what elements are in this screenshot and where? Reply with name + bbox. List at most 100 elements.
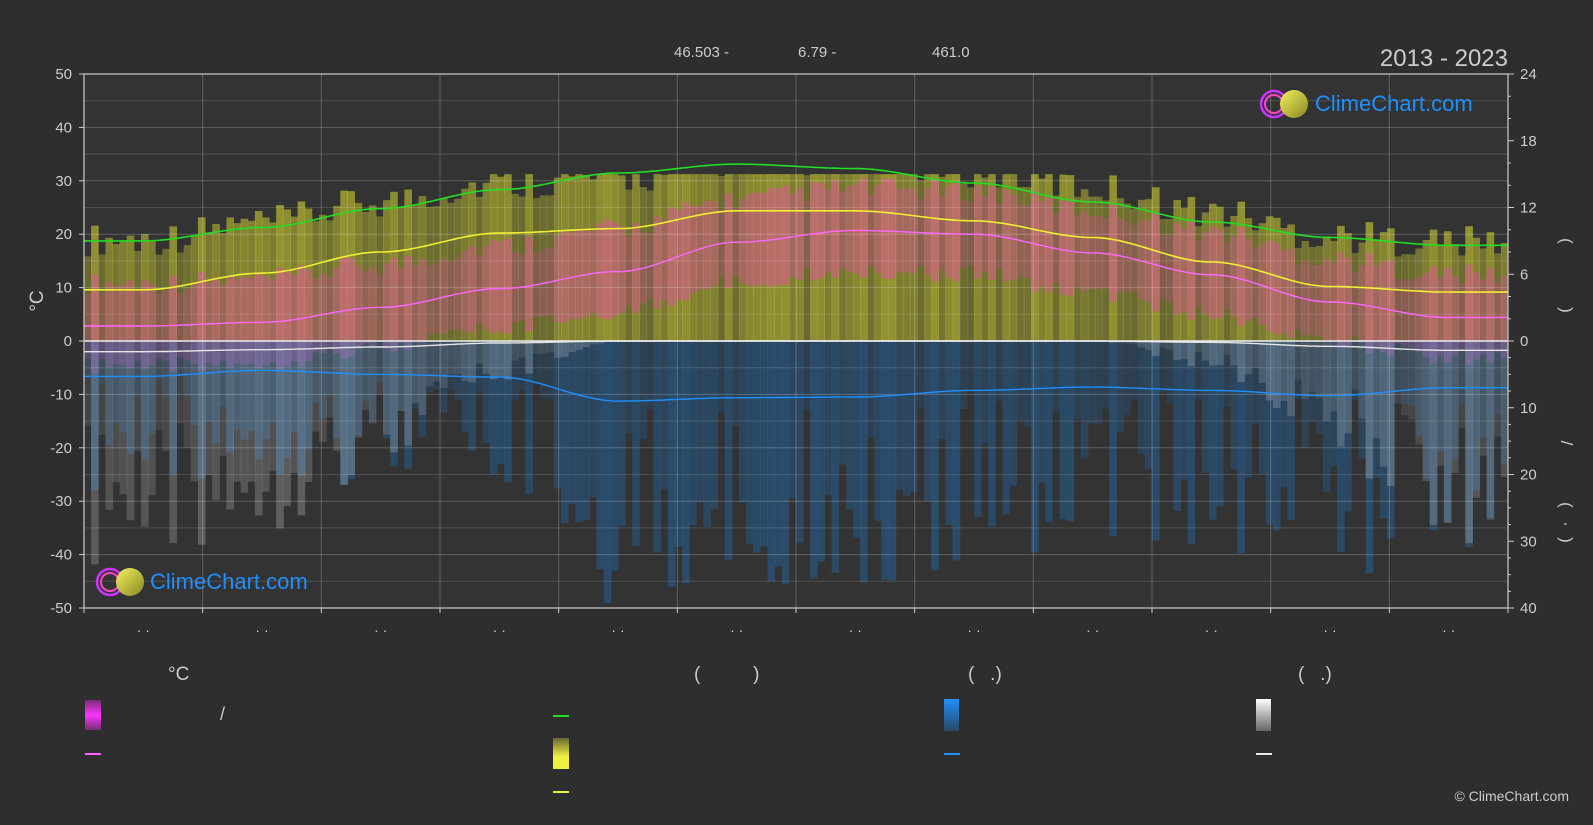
rain-bar	[1223, 341, 1231, 407]
snow-bar	[254, 341, 263, 516]
snow-bar	[84, 341, 92, 427]
sunshine-bar	[1209, 203, 1217, 341]
rain-bar	[1315, 341, 1324, 434]
sunshine-bar	[347, 191, 355, 341]
rain-bar	[1144, 341, 1153, 469]
y-tick-label: -20	[50, 440, 72, 457]
y2-axis-label-fragment: )	[1557, 307, 1576, 313]
temp-range-bar	[1216, 228, 1224, 318]
temp-range-bar	[689, 205, 697, 294]
sunshine-bar	[881, 174, 889, 341]
rain-bar	[482, 341, 491, 444]
temp-range-bar	[553, 235, 562, 322]
temp-range-bar	[489, 240, 498, 334]
temp-range-bar	[119, 284, 128, 366]
temp-range-bar	[1365, 253, 1374, 354]
sunshine-bar	[853, 174, 861, 341]
sunshine-bar	[482, 182, 491, 341]
sunshine-bar	[1493, 253, 1502, 341]
rain-bar	[297, 341, 306, 477]
temp-range-bar	[354, 265, 363, 350]
sunshine-bar	[1023, 187, 1032, 341]
rain-bar	[155, 341, 163, 380]
temp-range-bar	[895, 188, 904, 272]
temperature-line	[84, 229, 1508, 327]
rain-bar	[1052, 341, 1060, 412]
sunshine-bar	[1458, 255, 1466, 341]
elevation-label: 461.0	[932, 44, 970, 61]
rain-bar	[205, 341, 213, 422]
temp-range-bar	[1109, 202, 1117, 302]
sunshine-bar	[781, 174, 790, 341]
rain-bar	[247, 341, 256, 431]
rain-bar	[233, 341, 242, 430]
rain-bar	[1301, 341, 1310, 448]
temp-range-bar	[1451, 276, 1459, 357]
temp-range-bar	[276, 268, 284, 370]
rain-bar	[909, 341, 918, 493]
snow-bar	[126, 341, 135, 521]
snow-bar	[1223, 341, 1231, 356]
rain-bar	[418, 341, 427, 437]
sunshine-bar	[1330, 240, 1338, 341]
temp-range-bar	[817, 183, 825, 279]
y3-tick-label: 40	[1520, 600, 1537, 617]
snow-bar	[1180, 341, 1189, 359]
temp-range-bar	[981, 196, 989, 272]
rain-bar	[788, 341, 797, 499]
rain-bar	[596, 341, 605, 570]
sunshine-bar	[710, 174, 719, 341]
sunshine-bar	[418, 196, 427, 341]
temp-range-bar	[1443, 267, 1452, 363]
temp-range-bar	[589, 231, 598, 314]
legend-temp-range-slash: /	[220, 704, 226, 724]
temp-range-bar	[788, 193, 797, 277]
snow-bar	[1458, 341, 1466, 429]
temp-range-bar	[333, 267, 341, 354]
sunshine-bar	[311, 221, 320, 341]
snow-bar	[1344, 341, 1352, 434]
snow-bar	[1187, 341, 1196, 367]
rain-bar	[1038, 341, 1046, 483]
temp-range-bar	[497, 241, 505, 332]
temp-range-bar	[1209, 226, 1217, 319]
snow-bar	[1429, 341, 1438, 525]
sunshine-bar	[724, 174, 733, 341]
temp-range-bar	[660, 220, 669, 301]
sunshine-bar	[596, 174, 605, 341]
rain-bar	[454, 341, 462, 400]
sunshine-bar	[689, 174, 697, 341]
rain-bar	[667, 341, 676, 587]
temp-range-bar	[1265, 240, 1274, 332]
copyright: © ClimeChart.com	[1454, 788, 1569, 804]
sunshine-bar	[867, 174, 875, 341]
snow-bar	[347, 341, 355, 476]
temp-range-bar	[753, 192, 761, 286]
sunshine-bar	[938, 176, 946, 341]
temp-range-bar	[319, 273, 327, 354]
sunshine-bar	[1123, 203, 1132, 341]
sunshine-bar	[1358, 242, 1367, 341]
sunshine-bar	[1237, 201, 1245, 341]
rain-bar	[1244, 341, 1253, 478]
sunshine-bar	[817, 174, 825, 341]
snow-bar	[354, 341, 363, 438]
temp-range-bar	[1230, 235, 1238, 317]
sunshine-bar	[582, 175, 590, 341]
snow-bar	[1394, 341, 1402, 404]
rain-bar	[98, 341, 106, 384]
sunshine-bar	[945, 174, 954, 341]
sunshine-bar	[468, 182, 477, 341]
rain-bar	[141, 341, 149, 460]
snow-bar	[1130, 341, 1139, 345]
sunshine-bar	[432, 206, 441, 341]
rain-bar	[1322, 341, 1331, 492]
temp-range-bar	[796, 188, 804, 280]
temp-range-bar	[1436, 276, 1445, 356]
temp-range-bar	[667, 207, 676, 306]
rain-bar	[731, 341, 740, 426]
snow-bar	[1265, 341, 1274, 401]
sunshine-bar	[219, 233, 227, 341]
sunshine-bar	[561, 174, 569, 341]
snow-bar	[141, 341, 149, 527]
